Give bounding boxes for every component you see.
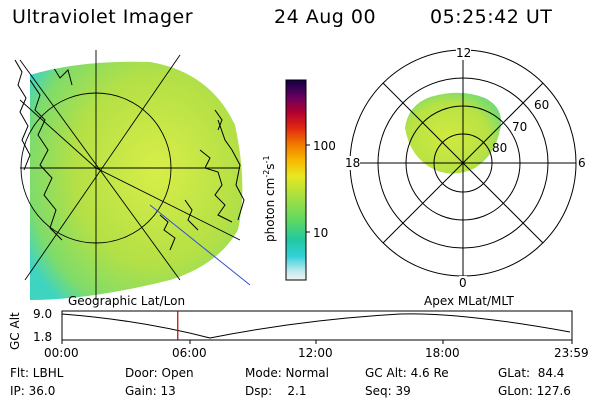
polar-plot	[349, 49, 577, 277]
instrument-title: Ultraviolet Imager	[12, 6, 194, 28]
status-mode: Mode: Normal	[245, 366, 329, 380]
y-tick-top: 9.0	[33, 307, 53, 321]
y-tick-bottom: 1.8	[33, 330, 53, 344]
observation-date: 24 Aug 00	[274, 6, 377, 28]
mlat-label-70: 70	[512, 120, 528, 134]
colorbar	[285, 79, 310, 281]
mlat-label-60: 60	[534, 98, 550, 112]
status-door: Door: Open	[125, 366, 194, 380]
mlat-label-80: 80	[492, 141, 508, 155]
gc-alt-axis-label: GC Alt	[8, 312, 22, 350]
x-tick-2: 12:00	[298, 346, 333, 360]
mlt-label-18: 18	[345, 156, 361, 170]
left-coast	[14, 59, 31, 171]
colorbar-tick-100: 100	[313, 139, 336, 153]
latlon-grid	[19, 50, 241, 300]
colorbar-gradient	[285, 79, 307, 281]
status-gain: Gain: 13	[125, 384, 176, 398]
status-dsp: Dsp: 2.1	[245, 384, 307, 398]
altitude-curve	[61, 313, 571, 339]
mlt-label-6: 6	[578, 156, 586, 170]
status-seq: Seq: 39	[365, 384, 411, 398]
apex-title: Apex MLat/MLT	[424, 294, 514, 308]
auroral-oval	[405, 92, 501, 174]
status-glat: GLat: 84.4	[498, 366, 565, 380]
satellite-track	[149, 204, 251, 286]
x-tick-4: 23:59	[554, 346, 589, 360]
x-tick-0: 00:00	[44, 346, 79, 360]
x-tick-1: 06:00	[172, 346, 207, 360]
x-tick-3: 18:00	[425, 346, 460, 360]
status-gc-alt: GC Alt: 4.6 Re	[365, 366, 449, 380]
mlt-label-12: 12	[456, 46, 472, 60]
right-coast	[217, 119, 245, 221]
geographic-title: Geographic Lat/Lon	[68, 294, 186, 308]
polar-grid	[349, 49, 577, 277]
aurora-intensity-field	[30, 61, 243, 300]
geographic-image	[14, 50, 251, 300]
observation-time: 05:25:42 UT	[430, 6, 553, 28]
colorbar-tick-10: 10	[313, 226, 329, 240]
mlt-label-0: 0	[459, 276, 467, 290]
timeline-frame	[61, 310, 573, 341]
colorbar-unit-label: photon cm-2s-1	[262, 155, 277, 242]
status-glon: GLon: 127.6	[498, 384, 571, 398]
altitude-timeline	[61, 310, 573, 344]
status-ip: IP: 36.0	[10, 384, 56, 398]
status-filter: Flt: LBHL	[10, 366, 64, 380]
